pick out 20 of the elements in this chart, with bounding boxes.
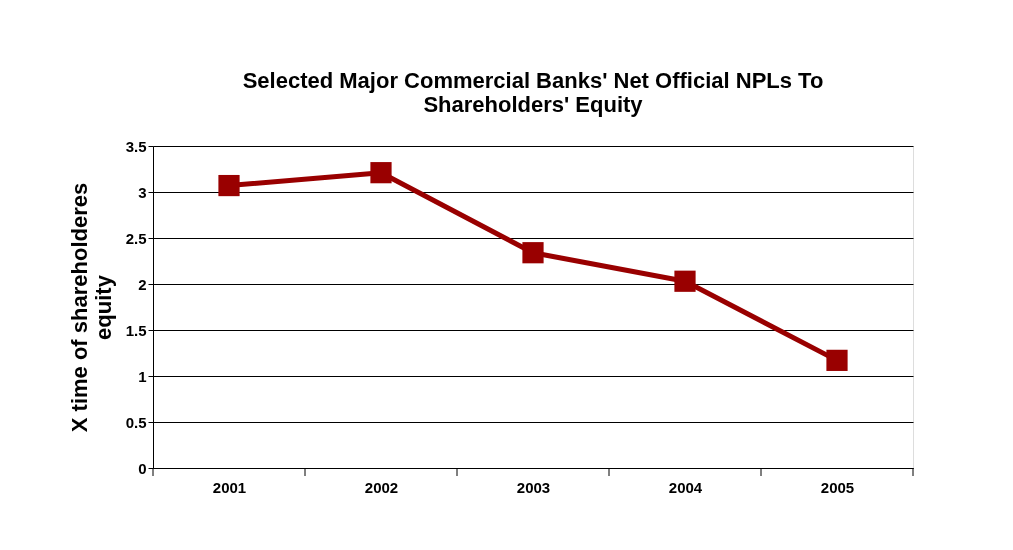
point [370, 162, 392, 184]
y-tick-label: 0 [138, 459, 147, 477]
y-axis-title: X time of shareholderes equity [66, 182, 116, 433]
point [826, 349, 848, 371]
y-tick-label: 1.5 [125, 321, 147, 339]
y-tick-label: 2 [138, 275, 147, 293]
y-tick-label: 3.5 [125, 137, 147, 155]
x-tick-label: 2003 [516, 478, 551, 496]
point [674, 270, 696, 292]
x-tick-label: 2002 [364, 478, 399, 496]
y-tick-label: 0.5 [125, 413, 147, 431]
y-tick-label: 1 [138, 367, 147, 385]
x-tick-label: 2005 [820, 478, 855, 496]
y-tick-label: 3 [138, 183, 147, 201]
y-tick-label: 2.5 [125, 229, 147, 247]
x-tick-label: 2001 [212, 478, 247, 496]
x-tick-label: 2004 [668, 478, 703, 496]
point [218, 174, 240, 197]
point [522, 242, 544, 264]
chart-title: Selected Major Commercial Banks' Net Official NPLs To Shareholders' Equity [242, 68, 824, 117]
